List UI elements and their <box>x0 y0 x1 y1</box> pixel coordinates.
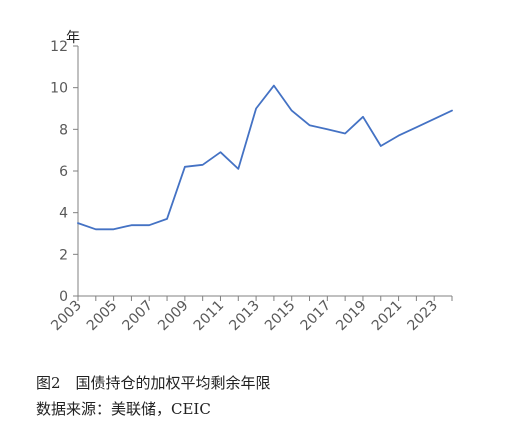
x-tick-label: 2005 <box>84 298 121 335</box>
figure-caption-title: 图2 国债持仓的加权平均剩余年限 <box>36 374 271 392</box>
axes <box>73 45 453 301</box>
x-tick-label: 2007 <box>120 298 157 335</box>
y-tick-label: 0 <box>59 289 68 305</box>
x-tick-label: 2021 <box>369 298 406 335</box>
series-line <box>77 84 453 231</box>
y-tick-label: 2 <box>59 247 68 263</box>
x-tick-label: 2017 <box>298 298 335 335</box>
x-tick-label: 2019 <box>333 298 370 335</box>
figure-caption-source: 数据来源：美联储，CEIC <box>36 400 211 418</box>
y-axis-tick-labels: 0 2 4 6 8 10 12 <box>50 39 68 305</box>
x-tick-label: 2023 <box>405 298 442 335</box>
y-tick-label: 8 <box>59 122 68 138</box>
y-tick-label: 12 <box>50 39 68 55</box>
series-layer <box>77 84 453 231</box>
x-axis-tick-labels: 2003 2005 2007 2009 2011 2013 2015 2017 2019 2021… <box>48 298 441 335</box>
x-tick-label: 2009 <box>155 298 192 335</box>
x-tick-label: 2015 <box>262 298 299 335</box>
x-tick-label: 2013 <box>226 298 263 335</box>
x-tick-label: 2011 <box>191 298 228 335</box>
y-axis-unit-label: 年 <box>66 30 80 46</box>
y-tick-label: 6 <box>59 164 68 180</box>
y-tick-label: 4 <box>59 206 68 222</box>
y-tick-label: 10 <box>50 81 68 97</box>
